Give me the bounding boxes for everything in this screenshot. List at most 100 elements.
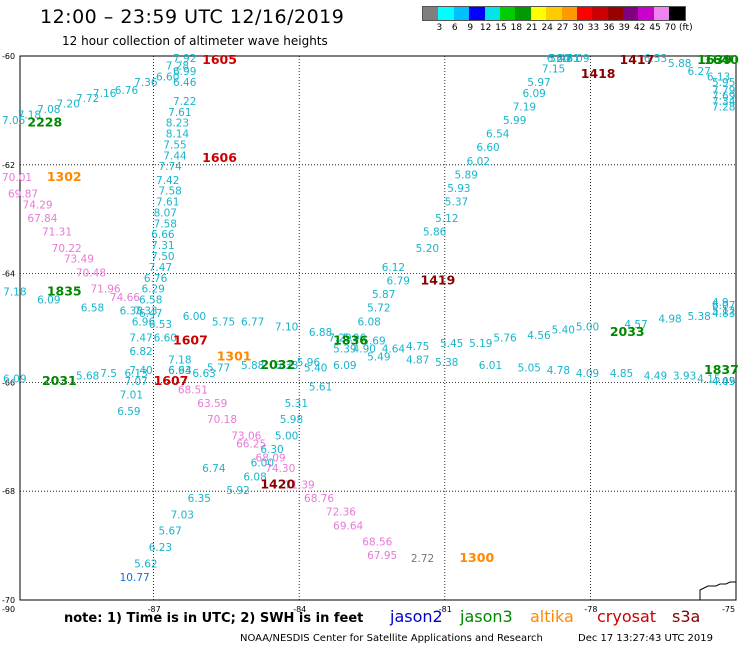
wave-height-point: 73.49	[64, 254, 94, 266]
pass-time-label: 1836	[333, 332, 368, 347]
wave-height-point: 68.76	[304, 493, 334, 505]
wave-height-point: 10.77	[120, 572, 150, 584]
wave-height-point: 5.87	[372, 289, 395, 301]
wave-height-point: 6.58	[81, 303, 104, 315]
color-scale-label: 33	[587, 23, 600, 33]
wave-height-point: 7.05	[2, 115, 25, 127]
legend-jason3: jason3	[460, 607, 513, 626]
color-scale-legend: 3 6 9 12 15 18 21 24 27 30 33 36 39 42 45 70 (ft)	[422, 6, 693, 35]
wave-height-point: 6.63	[192, 368, 215, 380]
wave-height-point: 6.33	[275, 360, 298, 372]
wave-height-point: 7.47	[129, 333, 152, 345]
wave-height-point: 6.99	[173, 66, 196, 78]
wave-height-point: 6.09	[37, 295, 60, 307]
pass-time-label: 2033	[610, 324, 645, 339]
track-jason3: 5.615.31 5.98 5.006.30 6.006.08 5.926.74 6.35…	[134, 332, 368, 570]
wave-height-point: 5.76	[493, 333, 517, 345]
wave-height-point: 7.74	[158, 161, 182, 173]
track-cryosat: 7.927.286.996.606.46 7.366.767.167.727.20…	[2, 52, 237, 162]
wave-height-point: 6.60	[476, 142, 499, 154]
wave-height-point: 70.48	[76, 267, 106, 279]
wave-height-point: 7.55	[163, 139, 186, 151]
pass-time-label: 1605	[202, 52, 237, 67]
wave-height-point: 6.08	[243, 471, 266, 483]
wave-height-point: 7.61	[168, 107, 191, 119]
color-scale-label: 21	[526, 23, 538, 33]
wave-height-point: 6.53	[644, 53, 667, 65]
color-swatch	[607, 7, 624, 20]
legend-altika: altika	[530, 607, 574, 626]
legend-s3a: s3a	[672, 607, 701, 626]
wave-height-point: 8.14	[166, 129, 190, 141]
pass-time-label: 1301	[217, 349, 252, 364]
wave-height-point: 68.09	[256, 452, 286, 464]
wave-height-point: 73.06	[231, 431, 261, 443]
pass-time-label: 1419	[421, 272, 456, 287]
pass-time-label: 1418	[581, 66, 616, 81]
track-s3a: 1420	[260, 476, 295, 491]
wave-height-point: 7.47	[149, 262, 172, 274]
pass-time-label: 1639	[697, 52, 732, 67]
map-gridlines	[20, 55, 736, 601]
wave-height-point: 6.07	[712, 300, 735, 312]
wave-height-point: 5.95	[712, 77, 735, 89]
wave-height-point: 7.58	[158, 186, 181, 198]
wave-height-point: 6.59	[117, 406, 140, 418]
wave-height-point: 7.40	[129, 365, 152, 377]
color-swatch	[499, 7, 516, 20]
latitude-label: -62	[2, 161, 15, 170]
wave-height-point: 5.49	[367, 352, 390, 364]
wave-height-point: 5.99	[503, 115, 526, 127]
wave-height-point: 7.18	[3, 286, 26, 298]
wave-height-point: 5.40	[304, 363, 327, 375]
wave-height-point: 4.49	[644, 371, 667, 383]
pass-time-label: 1837	[704, 362, 739, 377]
wave-height-point: 4.85	[610, 368, 633, 380]
wave-height-point: 6.54	[486, 129, 510, 141]
color-scale-label: 30	[572, 23, 584, 33]
wave-height-point: 71.39	[285, 479, 315, 491]
wave-height-point: 6.09	[333, 360, 356, 372]
latitude-label: -70	[2, 596, 15, 605]
track-jason3: 6.09 5.68 7.5 6.13 6.63 2031	[3, 365, 191, 388]
latitude-label: -68	[2, 487, 15, 496]
wave-height-point: 5.39	[333, 343, 356, 355]
wave-height-point: 6.01	[479, 360, 502, 372]
footer-timestamp: Dec 17 13:27:43 UTC 2019	[578, 633, 713, 644]
wave-height-point: 69.87	[8, 188, 38, 200]
latitude-label: -60	[2, 52, 15, 61]
wave-height-point: 5.12	[435, 213, 458, 225]
wave-height-point: 8.07	[154, 207, 177, 219]
wave-height-point: 3.93	[673, 371, 696, 383]
wave-height-point: 5.96	[297, 357, 321, 369]
color-scale-label: 27	[556, 23, 569, 33]
wave-height-point: 7.50	[151, 251, 174, 263]
wave-height-point: 68.51	[178, 384, 208, 396]
pass-time-label: 2032	[260, 357, 295, 372]
wave-height-point: 5.69	[362, 335, 385, 347]
color-scale-labels: 3 6 9 12 15 18 21 24 27 30 33 36 39 42 45 70 (ft)	[422, 21, 693, 35]
wave-height-point: 6.08	[357, 316, 380, 328]
wave-height-point: 6.79	[387, 275, 410, 287]
wave-height-point: 4.9	[712, 297, 729, 309]
wave-height-point: 7.58	[154, 218, 177, 230]
wave-height-point: 6.13	[707, 71, 730, 83]
wave-height-point: 74.30	[265, 463, 295, 475]
color-swatch	[530, 7, 547, 20]
wave-height-point: 5.67	[158, 526, 181, 538]
wave-height-point: 7.61	[156, 197, 179, 209]
wave-height-point: 6.94	[168, 365, 192, 377]
track-s3a: 1418	[581, 66, 616, 81]
wave-height-point: 5.38	[435, 357, 458, 369]
color-scale-label: 42	[633, 23, 646, 33]
wave-height-point: 71.96	[91, 284, 121, 296]
wave-height-point: 6.30	[260, 444, 283, 456]
wave-height-point: 5.72	[367, 303, 390, 315]
wave-height-point: 4.45	[712, 376, 735, 388]
color-swatch	[515, 7, 531, 20]
wave-height-point: 5.19	[469, 338, 492, 350]
wave-height-point: 70.01	[2, 172, 32, 184]
wave-height-point: 5.45	[440, 338, 463, 350]
wave-height-point: 5.00	[275, 431, 298, 443]
track-jason3: 6.53 5.886.276.135.957.797.697.347.28 1639	[644, 52, 736, 113]
